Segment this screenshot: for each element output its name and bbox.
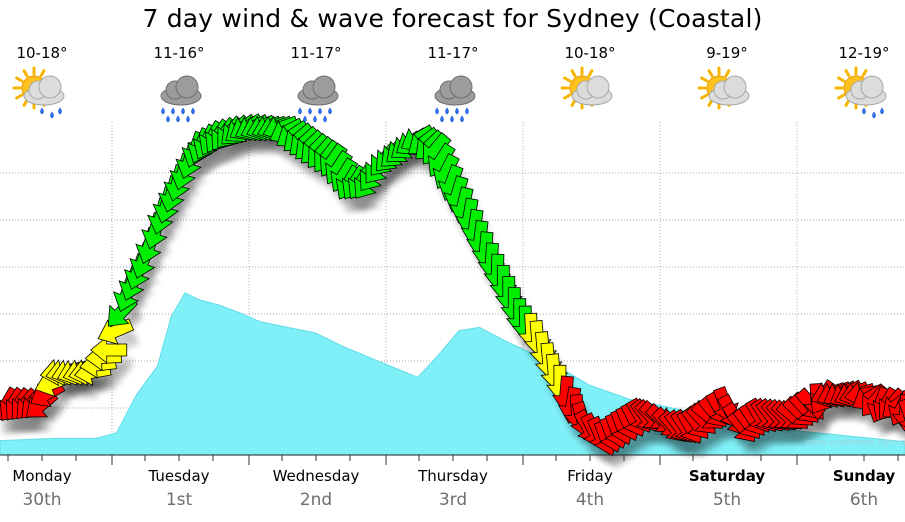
day-name: Thursday bbox=[418, 467, 488, 485]
wind-arrow bbox=[891, 394, 905, 432]
day-date: 5th bbox=[712, 490, 742, 510]
day-name: Tuesday bbox=[148, 467, 210, 485]
sun-cloud-rain-icon bbox=[834, 66, 894, 119]
wind-arrows bbox=[0, 113, 905, 457]
wind-arrow bbox=[90, 336, 128, 364]
cloud-heavy-rain-icon bbox=[286, 66, 346, 123]
x-axis-ticks bbox=[7, 455, 899, 465]
cloud-heavy-rain-icon bbox=[149, 66, 209, 123]
day-date: 2nd bbox=[299, 490, 333, 510]
sun-cloud-rain-icon bbox=[12, 66, 72, 119]
day-date: 6th bbox=[849, 490, 879, 510]
cloud-heavy-rain-icon bbox=[423, 66, 483, 123]
day-temp-range: 10-18° bbox=[16, 44, 68, 62]
day-temp-range: 11-16° bbox=[153, 44, 205, 62]
watermark: www.seabreeze.com.au bbox=[805, 438, 905, 448]
day-date: 1st bbox=[165, 490, 193, 510]
sun-cloud-icon bbox=[560, 66, 620, 118]
day-date: 30th bbox=[22, 490, 62, 510]
sun-cloud-icon bbox=[697, 66, 757, 118]
chart-title: 7 day wind & wave forecast for Sydney (C… bbox=[142, 4, 763, 33]
day-name: Monday bbox=[12, 467, 72, 485]
day-name: Sunday bbox=[832, 467, 896, 485]
day-date: 3rd bbox=[438, 490, 468, 510]
day-name: Friday bbox=[567, 467, 613, 485]
day-temp-range: 11-17° bbox=[290, 44, 342, 62]
day-name: Wednesday bbox=[272, 467, 360, 485]
day-date: 4th bbox=[575, 490, 605, 510]
day-temp-range: 11-17° bbox=[427, 44, 479, 62]
day-temp-range: 9-19° bbox=[706, 44, 748, 62]
day-temp-range: 12-19° bbox=[838, 44, 890, 62]
day-name: Saturday bbox=[688, 467, 766, 485]
day-temp-range: 10-18° bbox=[564, 44, 616, 62]
